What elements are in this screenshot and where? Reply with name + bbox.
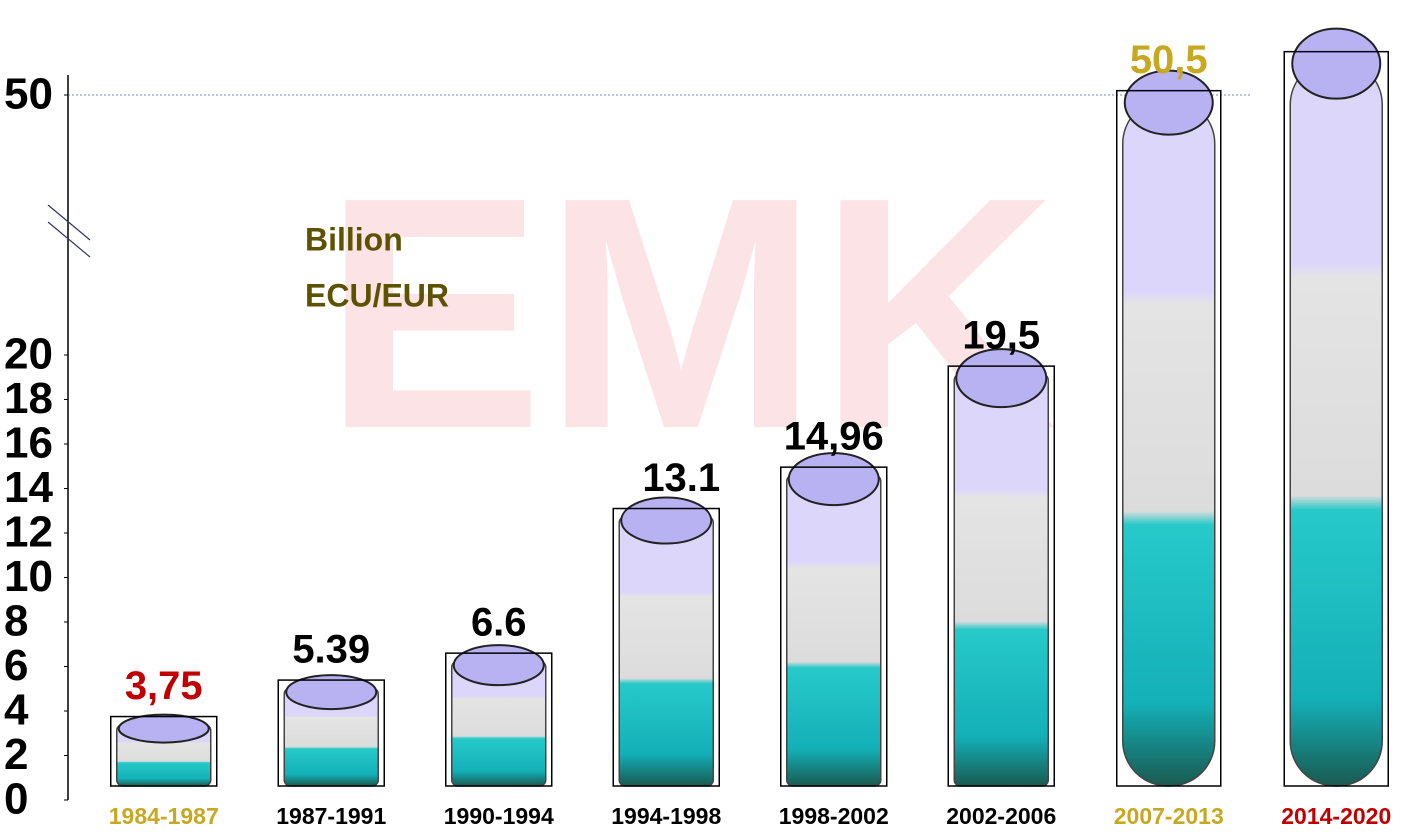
x-tick-label: 1984-1987 [109,803,219,829]
y-tick-label: 8 [4,597,28,646]
value-label: 13.1 [642,456,720,500]
beaker-rim [454,645,544,685]
axis-break [48,205,90,240]
y-tick-label: 16 [4,419,53,468]
beaker-body [787,475,881,786]
value-label: 14,96 [784,415,884,459]
y-tick-label: 10 [4,552,53,601]
y-tick-label: 6 [4,641,28,690]
x-tick-label: 1998-2002 [779,803,889,829]
beaker-rim [789,453,879,505]
y-tick-label: 12 [4,508,53,557]
y-tick-label: 20 [4,330,53,379]
x-tick-label: 2014-2020 [1281,803,1391,829]
beaker-rim [1292,29,1380,99]
x-tick-label: 1990-1994 [444,803,554,829]
x-tick-label: 2002-2006 [946,803,1056,829]
value-label: 5.39 [292,628,370,672]
value-label: 3,75 [125,664,203,708]
beaker-rim [621,498,711,544]
x-tick-label: 2007-2013 [1114,803,1224,829]
unit-annotation: ECU/EUR [305,277,449,313]
axis-break [48,222,90,257]
y-tick-label: 50 [4,70,53,119]
beaker-rim [956,349,1046,407]
y-tick-label: 18 [4,374,53,423]
x-tick-label: 1987-1991 [276,803,386,829]
y-tick-label: 2 [4,730,28,779]
beaker-rim [119,715,209,743]
beaker-body [619,517,713,786]
beaker-body [954,374,1048,786]
beaker-body [1290,60,1382,786]
chart: EMK 0246810121416182050BillionECU/EUR198… [0,0,1427,834]
x-tick-label: 1994-1998 [611,803,721,829]
beaker-body [1123,99,1215,786]
value-label: 19,5 [962,314,1040,358]
unit-annotation: Billion [305,221,403,257]
y-tick-label: 4 [4,686,29,735]
value-label: 6.6 [471,601,527,645]
y-tick-label: 14 [4,463,53,512]
y-tick-label: 0 [4,775,28,824]
value-label: 50,5 [1130,38,1208,82]
